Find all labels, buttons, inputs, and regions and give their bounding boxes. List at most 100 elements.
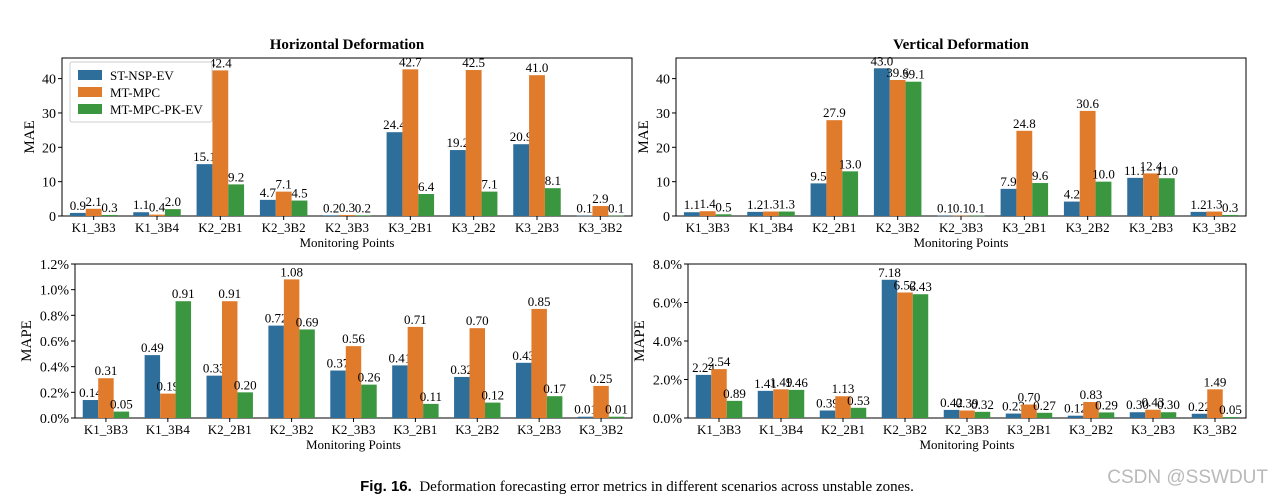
bar-mt-mpc-pk-ev: [1032, 183, 1049, 216]
legend-label: ST-NSP-EV: [110, 68, 174, 83]
bar-value-label: 0.01: [574, 402, 597, 417]
bar-value-label: 2.9: [592, 191, 608, 206]
y-tick-label: 20: [656, 141, 670, 156]
x-axis-label: Monitoring Points: [300, 235, 395, 250]
bar-value-label: 42.4: [209, 55, 232, 70]
bar-mt-mpc-pk-ev: [1160, 412, 1177, 418]
bar-mt-mpc-pk-ev: [164, 209, 181, 216]
legend-label: MT-MPC-PK-EV: [110, 102, 203, 117]
x-tick-label: K2_3B2: [883, 422, 927, 437]
bar-value-label: 0.2: [323, 200, 339, 215]
bar-mt-mpc-pk-ev: [299, 329, 315, 418]
x-tick-label: K3_2B3: [1129, 220, 1173, 235]
bar-value-label: 0.19: [156, 379, 179, 394]
bar-value-label: 7.1: [276, 177, 292, 192]
x-tick-label: K3_2B1: [1002, 220, 1046, 235]
bar-mt-mpc: [469, 328, 486, 418]
bar-st-nsp-ev: [873, 68, 890, 216]
figure-canvas: Horizontal Deformation 0 10 20 30 40 MAE K1_3B3…: [19, 37, 1247, 452]
y-tick-label: 2.0%: [653, 374, 683, 389]
bar-mt-mpc: [1206, 211, 1223, 216]
bar-mt-mpc-pk-ev: [715, 214, 732, 216]
bar-mt-mpc-pk-ev: [544, 188, 561, 216]
bar-mt-mpc-pk-ev: [485, 402, 501, 418]
bar-value-label: 0.89: [723, 386, 746, 401]
legend: ST-NSP-EV MT-MPC MT-MPC-PK-EV: [69, 61, 213, 123]
x-tick-label: K3_2B1: [1007, 422, 1051, 437]
chart-title: Horizontal Deformation: [270, 37, 425, 53]
bar-value-label: 2.24: [692, 360, 715, 375]
x-axis-label: Monitoring Points: [914, 235, 1009, 250]
bar-value-label: 7.9: [1000, 174, 1016, 189]
x-tick-label: K2_3B3: [939, 220, 983, 235]
x-tick-label: K3_3B2: [1193, 422, 1237, 437]
bar-st-nsp-ev: [259, 199, 276, 216]
bar-value-label: 19.2: [446, 135, 469, 150]
bar-value-label: 0.3: [101, 200, 117, 215]
bar-mt-mpc-pk-ev: [608, 416, 625, 418]
bar-mt-mpc: [212, 70, 229, 216]
bar-value-label: 0.31: [95, 363, 118, 378]
bar-value-label: 10.0: [1092, 167, 1115, 182]
y-tick-label: 8.0%: [653, 258, 683, 273]
bar-mt-mpc: [160, 393, 176, 418]
bar-mt-mpc: [339, 214, 355, 216]
bar-value-label: 0.32: [450, 362, 473, 377]
bar-value-label: 0.9: [70, 198, 86, 213]
bar-mt-mpc-pk-ev: [842, 171, 859, 216]
bar-st-nsp-ev: [810, 183, 827, 216]
bar-value-label: 2.1: [86, 194, 102, 209]
bar-mt-mpc-pk-ev: [481, 191, 498, 216]
bar-mt-mpc-pk-ev: [354, 215, 371, 216]
x-tick-label: K3_2B3: [515, 220, 559, 235]
bar-mt-mpc-pk-ev: [1222, 417, 1239, 418]
bar-value-label: 0.4: [149, 200, 166, 215]
bar-mt-mpc: [283, 279, 300, 418]
bar-value-label: 13.0: [839, 156, 862, 171]
y-tick-label: 1.2%: [40, 258, 70, 273]
x-tick-label: K3_2B2: [452, 220, 496, 235]
bar-value-label: 2.0: [165, 194, 181, 209]
x-tick-label: K3_2B2: [455, 422, 499, 437]
bar-value-label: 1.49: [770, 374, 793, 389]
x-tick-label: K2_2B1: [208, 422, 252, 437]
bar-value-label: 42.5: [462, 55, 485, 70]
bar-value-label: 0.22: [1188, 399, 1211, 414]
bar-mt-mpc: [1083, 402, 1099, 418]
bar-mt-mpc-pk-ev: [101, 214, 118, 216]
x-tick-label: K3_2B3: [517, 422, 561, 437]
x-tick-label: K3_2B3: [1131, 422, 1175, 437]
bar-mt-mpc-pk-ev: [608, 215, 625, 217]
bar-value-label: 0.30: [1157, 397, 1180, 412]
bar-value-label: 27.9: [823, 105, 846, 120]
bar-value-label: 12.4: [1140, 158, 1163, 173]
bar-value-label: 15.1: [193, 149, 216, 164]
bar-value-label: 1.3: [763, 197, 779, 212]
bar-st-nsp-ev: [513, 144, 530, 216]
y-tick-label: 0.8%: [40, 309, 70, 324]
bar-value-label: 0.91: [218, 286, 241, 301]
x-tick-label: K2_2B1: [821, 422, 865, 437]
bar-value-label: 7.18: [878, 265, 901, 280]
y-tick-label: 0.6%: [40, 335, 70, 350]
x-tick-label: K1_3B4: [759, 422, 804, 437]
x-tick-label: K1_3B4: [135, 220, 180, 235]
bar-value-label: 0.37: [327, 356, 350, 371]
bar-value-label: 1.13: [832, 381, 855, 396]
bar-value-label: 0.85: [528, 294, 551, 309]
bar-value-label: 39.1: [902, 67, 925, 82]
bar-st-nsp-ev: [683, 212, 700, 216]
bar-mt-mpc-pk-ev: [974, 411, 991, 418]
bar-value-label: 9.6: [1032, 168, 1049, 183]
x-tick-label: K3_3B2: [579, 422, 623, 437]
bar-value-label: 0.1: [608, 201, 624, 216]
x-tick-label: K2_3B3: [325, 220, 369, 235]
caption-label: Fig. 16.: [360, 478, 412, 495]
x-tick-label: K2_2B1: [198, 220, 242, 235]
bar-value-label: 0.5: [715, 199, 731, 214]
bar-value-label: 8.1: [545, 173, 561, 188]
x-tick-label: K3_2B2: [1066, 220, 1110, 235]
bar-value-label: 0.12: [481, 388, 504, 403]
bar-mt-mpc: [699, 211, 716, 216]
y-tick-label: 10: [656, 176, 670, 191]
